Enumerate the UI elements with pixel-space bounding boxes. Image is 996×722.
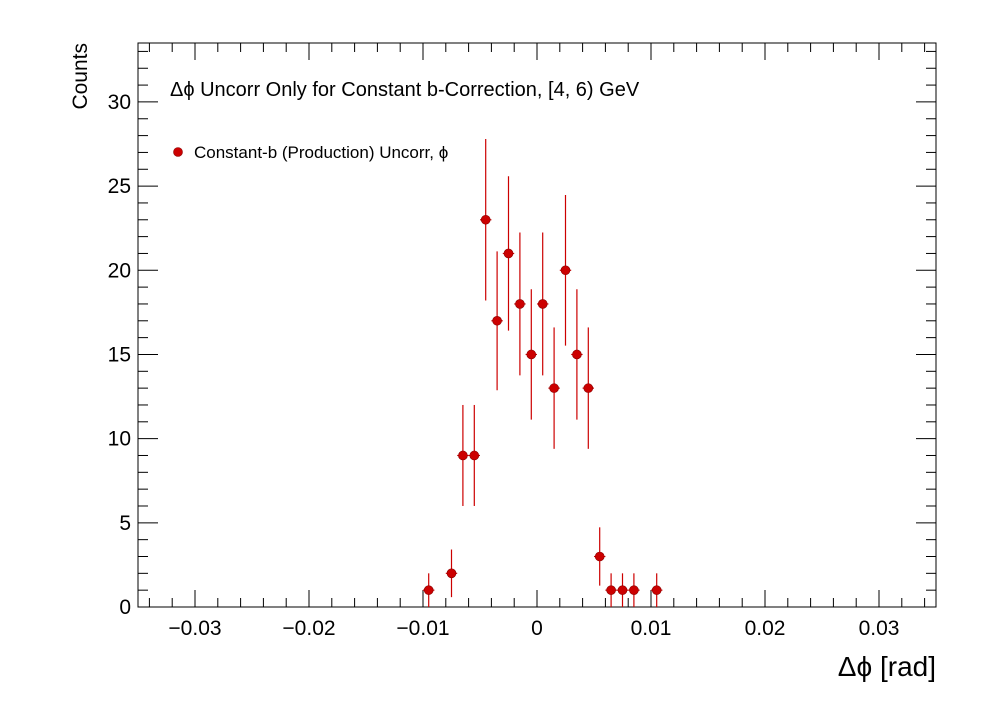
data-marker (651, 585, 662, 595)
data-marker (549, 383, 559, 393)
data-marker (480, 214, 491, 225)
data-marker (572, 349, 582, 360)
data-point (480, 139, 492, 301)
x-tick-label: −0.01 (396, 617, 449, 640)
data-marker (515, 299, 525, 309)
legend-label: Constant-b (Production) Uncorr, ϕ (194, 143, 448, 162)
data-point (582, 327, 594, 449)
y-tick-label: 0 (119, 596, 131, 619)
data-marker (560, 265, 571, 276)
x-tick-label: −0.03 (168, 617, 221, 640)
data-point (571, 289, 583, 420)
data-point (628, 573, 640, 607)
y-tick-label: 10 (108, 428, 131, 451)
tick-labels: −0.03 −0.02 −0.01 0 0.01 0.02 0.03 0 5 10 15 20 25 30 (108, 91, 900, 640)
axis-ticks (138, 43, 936, 608)
data-marker (617, 585, 628, 595)
data-marker (629, 585, 639, 595)
data-marker (583, 383, 594, 393)
data-marker (492, 315, 502, 326)
y-tick-label: 25 (108, 175, 131, 198)
x-axis-title: Δϕ [rad] (838, 651, 936, 682)
x-tick-label: 0.02 (745, 617, 786, 640)
legend: Constant-b (Production) Uncorr, ϕ (173, 143, 448, 162)
data-point (423, 573, 435, 607)
data-marker (423, 585, 434, 595)
y-tick-label: 20 (108, 259, 131, 282)
data-marker (469, 450, 480, 461)
y-tick-label: 5 (119, 512, 131, 535)
data-point (457, 404, 469, 506)
data-marker (526, 349, 537, 360)
chart-title: Δϕ Uncorr Only for Constant b-Correction… (170, 79, 640, 101)
y-axis-title: Counts (69, 43, 92, 110)
data-point (537, 232, 549, 376)
x-tick-label: 0 (531, 617, 543, 640)
data-point (594, 527, 606, 586)
plot-frame (137, 42, 937, 608)
plot-border (137, 42, 937, 608)
data-marker (458, 450, 468, 461)
y-tick-label: 30 (108, 91, 131, 114)
data-marker (594, 551, 605, 562)
y-tick-label: 15 (108, 343, 131, 366)
data-marker (537, 299, 548, 309)
data-marker (606, 585, 616, 595)
data-series (423, 139, 663, 607)
data-marker (503, 248, 514, 259)
x-tick-label: 0.03 (859, 617, 900, 640)
data-point (445, 549, 458, 598)
data-point (559, 194, 572, 346)
data-point (491, 251, 503, 391)
data-point (468, 404, 480, 506)
x-tick-label: 0.01 (631, 617, 672, 640)
data-marker (446, 568, 457, 579)
data-point (651, 573, 663, 607)
data-point (616, 573, 629, 607)
data-point (525, 289, 537, 420)
data-point (514, 232, 526, 376)
data-point (548, 327, 560, 449)
x-tick-label: −0.02 (282, 617, 335, 640)
data-point (502, 176, 515, 331)
data-point (605, 573, 617, 607)
legend-marker (173, 147, 183, 157)
